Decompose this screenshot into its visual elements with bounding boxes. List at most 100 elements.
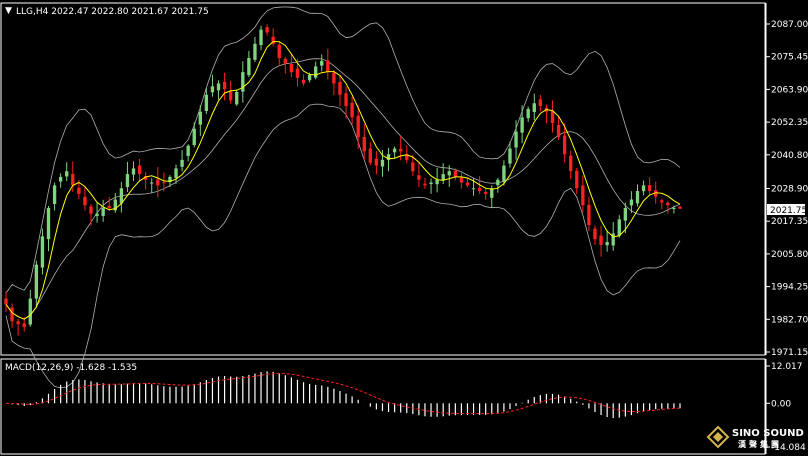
candle-body — [362, 136, 366, 152]
candle-body — [556, 124, 561, 138]
candle-body — [647, 185, 652, 192]
symbol-ohlc-label: LLG,H4 2022.47 2022.80 2021.67 2021.75 — [16, 7, 209, 17]
candle-body — [392, 148, 397, 153]
candle-body — [459, 177, 464, 183]
candle-body — [635, 191, 640, 204]
sino-sound-logo: SINO SOUND 漢聲集團 — [706, 425, 804, 449]
candle-body — [641, 185, 646, 192]
candle-body — [532, 103, 536, 113]
candle-body — [22, 323, 26, 327]
candle-body — [58, 176, 63, 182]
candle-body — [423, 183, 427, 186]
candle-body — [405, 154, 409, 160]
candle-body — [247, 57, 251, 76]
candle-body — [617, 219, 621, 236]
candle-body — [71, 174, 75, 186]
candle-body — [575, 170, 579, 189]
candle-body — [666, 202, 670, 206]
price-tick-label: 2005.80 — [771, 250, 808, 260]
logo-name-cn: 漢聲集團 — [738, 439, 782, 449]
candle-body — [162, 182, 166, 184]
candle-body — [399, 148, 403, 152]
candle-body — [417, 175, 421, 180]
bollinger-upper-line — [5, 6, 681, 294]
candle-body — [350, 102, 354, 118]
price-tick-label: 1982.70 — [771, 315, 808, 325]
candle-body — [174, 168, 178, 179]
candle-body — [168, 176, 172, 183]
candle-body — [629, 199, 634, 206]
candle-body — [380, 159, 385, 167]
candle-body — [562, 135, 567, 155]
ma-line — [5, 41, 681, 320]
candle-body — [453, 170, 458, 177]
candle-body — [435, 179, 439, 185]
candle-body — [368, 148, 372, 163]
candle-body — [186, 145, 190, 157]
macd-tick-label: -14.084 — [771, 443, 806, 453]
candle-body — [241, 72, 245, 92]
candle-body — [89, 206, 93, 214]
candle-body — [180, 159, 184, 167]
candle-body — [222, 81, 227, 90]
candle-body — [28, 298, 32, 325]
candle-body — [538, 99, 543, 107]
candle-body — [192, 128, 196, 146]
candle-body — [283, 58, 287, 64]
candle-body — [289, 64, 294, 73]
candle-body — [301, 79, 306, 84]
current-price-marker — [767, 204, 805, 215]
candle-body — [259, 29, 263, 46]
candle-body — [307, 74, 312, 81]
macd-tick-label: 0.00 — [771, 399, 791, 409]
candle-body — [40, 236, 45, 268]
candle-body — [599, 235, 603, 245]
candle-body — [550, 110, 555, 124]
candle-body — [46, 208, 51, 240]
candle-body — [386, 154, 391, 160]
moving-average-line — [5, 41, 681, 320]
candle-body — [77, 187, 81, 194]
candle-body — [411, 162, 415, 172]
candle-body — [526, 108, 530, 119]
candle-body — [119, 188, 124, 204]
price-tick-label: 2052.35 — [771, 118, 808, 128]
candle-body — [508, 148, 512, 164]
candle-body — [356, 115, 360, 138]
candle-body — [678, 206, 682, 209]
candle-body — [320, 60, 324, 66]
candle-body — [65, 171, 69, 177]
macd-series — [5, 371, 681, 418]
candle-body — [314, 66, 318, 78]
candle-body — [514, 131, 518, 148]
candle-body — [143, 176, 148, 180]
candle-body — [605, 242, 609, 246]
candle-body — [332, 72, 336, 84]
diamond-logo-inner-icon — [713, 432, 723, 442]
chart-menu-icon[interactable]: ▼ — [5, 6, 12, 16]
candle-body — [490, 188, 494, 198]
price-tick-label: 2028.90 — [771, 184, 808, 194]
candle-body — [125, 174, 130, 187]
candle-body — [271, 36, 275, 44]
candle-body — [210, 86, 215, 93]
price-tick-label: 1971.15 — [771, 348, 808, 358]
candle-body — [502, 165, 506, 182]
bollinger-middle-line — [5, 58, 681, 320]
candle-body — [216, 83, 221, 91]
candle-body — [441, 174, 445, 181]
candle-body — [156, 179, 160, 186]
candle-body — [429, 182, 433, 185]
candle-body — [198, 111, 202, 125]
candle-body — [326, 60, 330, 73]
price-tick-label: 2040.80 — [771, 151, 808, 161]
candle-body — [611, 233, 615, 246]
current-price-label: 2021.75 — [770, 206, 807, 216]
candle-body — [113, 199, 117, 211]
candle-body — [672, 208, 676, 210]
candle-body — [101, 208, 105, 216]
candle-body — [484, 191, 488, 194]
candle-body — [654, 190, 658, 197]
candle-body — [228, 91, 233, 101]
